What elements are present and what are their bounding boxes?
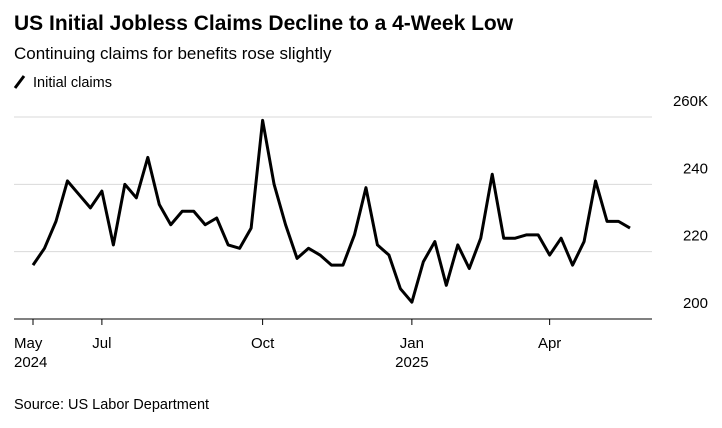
chart-title: US Initial Jobless Claims Decline to a 4… [14,12,514,35]
source: Source: US Labor Department [14,397,209,413]
y-tick-label: 220 [683,228,708,245]
legend-label: Initial claims [33,75,112,91]
x-tick-year: 2024 [14,354,47,371]
y-tick-label: 260K [673,93,708,110]
y-tick-label: 200 [683,295,708,312]
x-tick-label: Jan [400,335,424,352]
legend-icon [13,75,26,89]
x-tick-label: Apr [538,335,561,352]
x-tick-label: May [14,335,43,352]
y-tick-label: 240 [683,160,708,177]
line-series [31,118,631,304]
x-tick-label: Oct [251,335,275,352]
x-tick-label: Jul [92,335,111,352]
chart-subtitle: Continuing claims for benefits rose slig… [14,44,332,63]
x-tick-year: 2025 [395,354,428,371]
